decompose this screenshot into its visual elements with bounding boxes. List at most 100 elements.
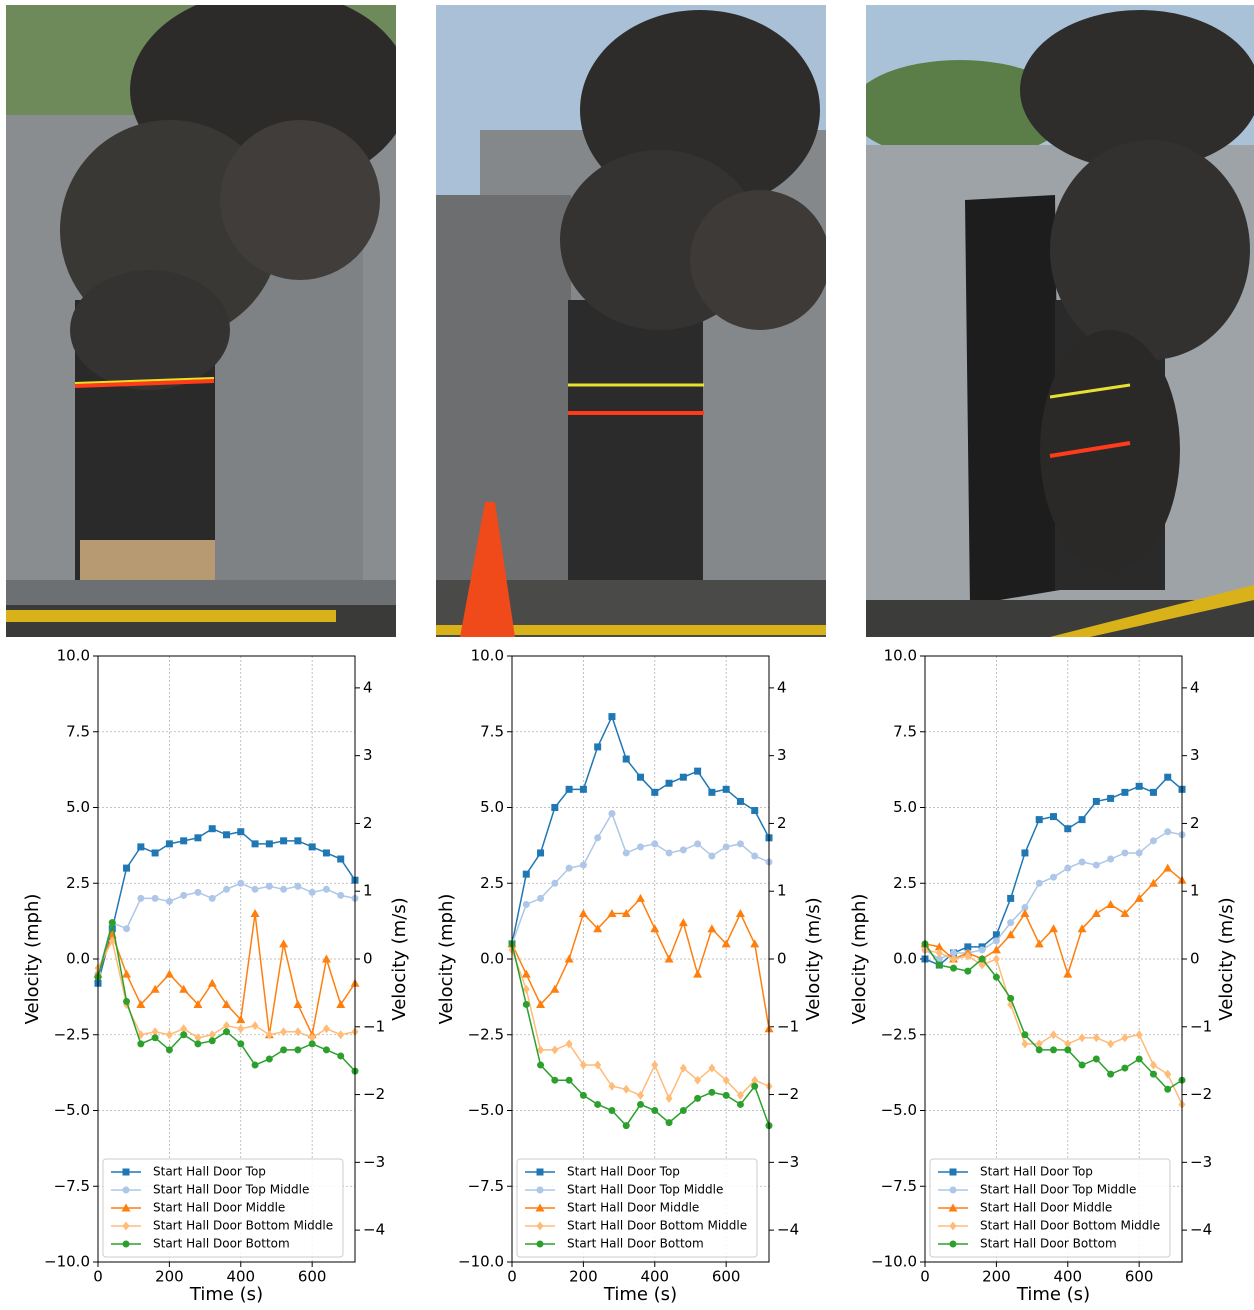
y-tick-label: 2.5 [893,874,917,892]
y-tick-label: 0.0 [66,950,90,968]
marker [608,810,615,817]
marker [723,1092,730,1099]
marker [537,895,544,902]
marker [194,834,201,841]
marker [1136,1030,1143,1039]
marker [993,974,1000,981]
y2-tick-label: −4 [363,1221,385,1239]
y-tick-label: 10.0 [884,647,917,665]
marker [1121,1065,1128,1072]
marker [1050,813,1057,820]
y2-tick-label: 3 [1190,746,1200,764]
marker [566,786,573,793]
legend-label: Start Hall Door Bottom Middle [153,1219,333,1233]
marker [252,1062,259,1069]
series-line [925,950,1182,1105]
marker [1079,816,1086,823]
marker [1007,895,1014,902]
marker [1136,849,1143,856]
legend-marker [537,1169,544,1176]
marker [736,909,745,917]
marker [1121,789,1128,796]
y2-tick-label: 1 [1190,882,1200,900]
marker [194,889,201,896]
marker [137,895,144,902]
marker [594,743,601,750]
legend-marker [123,1241,130,1248]
x-tick-label: 600 [712,1268,741,1286]
legend-marker [123,1187,130,1194]
marker [580,1092,587,1099]
marker [608,713,615,720]
x-axis-label: Time (s) [189,1284,263,1305]
marker [651,789,658,796]
y2-tick-label: 2 [1190,814,1200,832]
y-tick-label: 2.5 [66,874,90,892]
marker [594,1101,601,1108]
x-axis-label: Time (s) [1016,1284,1090,1305]
marker [551,1077,558,1084]
marker [1064,865,1071,872]
marker [237,1024,244,1033]
marker [1093,1055,1100,1062]
marker [237,1040,244,1047]
marker [650,924,659,932]
y-tick-label: 7.5 [480,722,504,740]
marker [251,909,260,917]
marker [209,825,216,832]
legend-label: Start Hall Door Bottom Middle [567,1219,747,1233]
y2-tick-label: 2 [363,814,373,832]
marker [1079,1033,1086,1042]
y-tick-label: −10.0 [871,1253,917,1271]
x-tick-label: 200 [982,1268,1011,1286]
chart: 0200400600−10.0−7.5−5.0−2.50.02.55.07.51… [436,647,824,1306]
x-tick-label: 0 [920,1268,930,1286]
marker [266,1055,273,1062]
y2-tick-label: 0 [777,950,787,968]
marker [1021,1031,1028,1038]
marker [979,956,986,963]
y-tick-label: −2.5 [54,1025,90,1043]
marker [166,1030,173,1039]
series-line [925,868,1182,974]
marker [1021,1039,1028,1048]
marker [1150,1061,1157,1070]
y-tick-label: −5.0 [881,1101,917,1119]
marker [566,865,573,872]
marker [280,1046,287,1053]
marker [323,849,330,856]
y2-tick-label: −2 [1190,1085,1212,1103]
marker [1064,825,1071,832]
y-tick-label: −7.5 [468,1177,504,1195]
y-tick-label: 0.0 [480,950,504,968]
y2-tick-label: 4 [1190,678,1200,696]
y-tick-label: 7.5 [893,722,917,740]
marker [993,955,1000,964]
marker [209,895,216,902]
y-tick-label: 5.0 [893,798,917,816]
marker [579,909,588,917]
marker [737,798,744,805]
y-tick-label: 5.0 [66,798,90,816]
marker [266,840,273,847]
marker [180,1031,187,1038]
marker [309,1040,316,1047]
legend: Start Hall Door TopStart Hall Door Top M… [517,1159,757,1257]
y-tick-label: −10.0 [44,1253,90,1271]
legend-label: Start Hall Door Top [153,1165,266,1179]
y-tick-label: −2.5 [881,1025,917,1043]
marker [337,1030,344,1039]
marker [1064,1046,1071,1053]
marker [523,1001,530,1008]
marker [294,837,301,844]
marker [707,924,716,932]
marker [322,955,331,963]
marker [1021,849,1028,856]
marker [694,1076,701,1085]
series-line [925,832,1182,959]
series-line [512,898,769,1028]
marker [537,849,544,856]
marker [623,1085,630,1094]
marker [979,946,986,953]
marker [166,1046,173,1053]
